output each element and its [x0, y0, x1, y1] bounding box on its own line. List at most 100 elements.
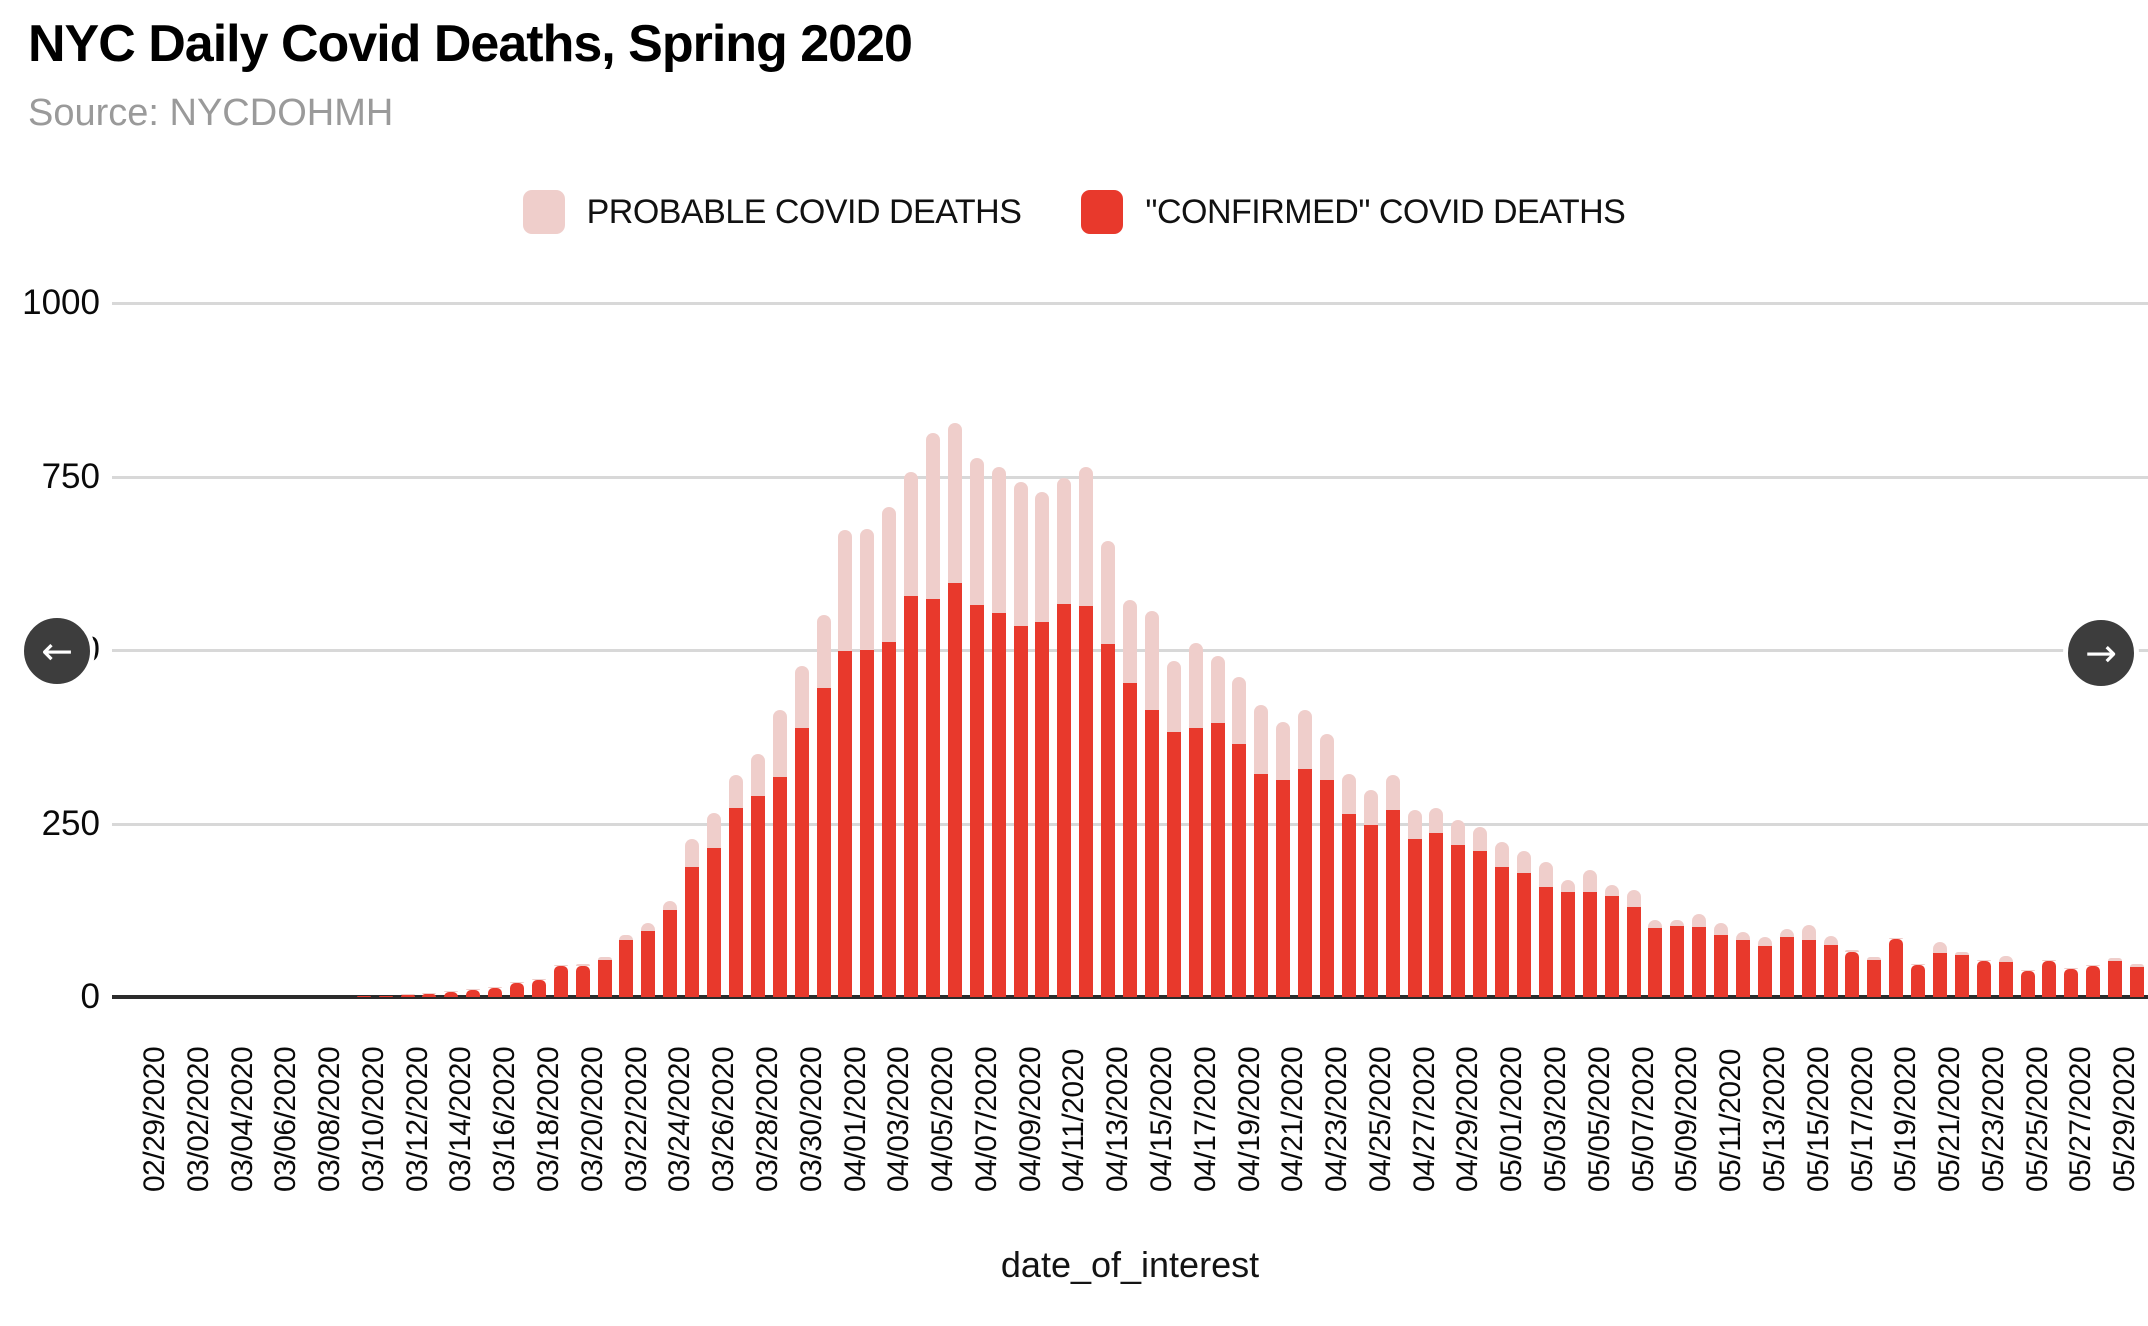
- x-tick-label-03/28/2020: 03/28/2020: [751, 1046, 784, 1192]
- bar-05/31/2020[interactable]: [2130, 964, 2144, 997]
- x-tick-label-03/26/2020: 03/26/2020: [707, 1046, 740, 1192]
- bar-04/12/2020[interactable]: [1057, 478, 1071, 997]
- bar-05/07/2020[interactable]: [1605, 885, 1619, 997]
- bar-03/18/2020[interactable]: [510, 982, 524, 997]
- bar-03/12/2020[interactable]: [379, 996, 393, 997]
- bar-05/18/2020[interactable]: [1845, 950, 1859, 997]
- probable-segment: [1605, 885, 1619, 896]
- x-tick-label-04/11/2020: 04/11/2020: [1057, 1049, 1090, 1192]
- bar-05/11/2020[interactable]: [1692, 914, 1706, 997]
- prev-chart-button[interactable]: ←: [19, 613, 95, 689]
- bar-05/26/2020[interactable]: [2021, 970, 2035, 997]
- bar-05/29/2020[interactable]: [2086, 965, 2100, 997]
- bar-05/19/2020[interactable]: [1867, 957, 1881, 997]
- bar-05/13/2020[interactable]: [1736, 932, 1750, 997]
- bar-05/14/2020[interactable]: [1758, 937, 1772, 997]
- bar-04/11/2020[interactable]: [1035, 492, 1049, 997]
- bar-03/28/2020[interactable]: [729, 775, 743, 997]
- bar-05/10/2020[interactable]: [1670, 920, 1684, 997]
- probable-segment: [838, 530, 852, 651]
- bar-03/24/2020[interactable]: [641, 923, 655, 997]
- next-chart-button[interactable]: →: [2063, 615, 2139, 691]
- bar-04/02/2020[interactable]: [838, 530, 852, 997]
- x-tick-label-04/23/2020: 04/23/2020: [1320, 1046, 1353, 1192]
- bar-04/01/2020[interactable]: [817, 615, 831, 997]
- chart-source: Source: NYCDOHMH: [28, 92, 394, 134]
- bar-05/28/2020[interactable]: [2064, 968, 2078, 997]
- bar-05/06/2020[interactable]: [1583, 870, 1597, 997]
- bar-04/28/2020[interactable]: [1408, 810, 1422, 997]
- confirmed-segment: [510, 983, 524, 997]
- bar-04/19/2020[interactable]: [1211, 656, 1225, 997]
- bar-03/20/2020[interactable]: [554, 965, 568, 997]
- bar-04/17/2020[interactable]: [1167, 661, 1181, 997]
- bar-04/23/2020[interactable]: [1298, 710, 1312, 997]
- bar-05/08/2020[interactable]: [1627, 890, 1641, 997]
- bar-04/10/2020[interactable]: [1014, 482, 1028, 997]
- bar-04/08/2020[interactable]: [970, 458, 984, 997]
- legend-item-confirmed[interactable]: "CONFIRMED" COVID DEATHS: [1081, 190, 1626, 234]
- bar-05/02/2020[interactable]: [1495, 842, 1509, 997]
- probable-segment: [1539, 862, 1553, 887]
- bar-05/05/2020[interactable]: [1561, 880, 1575, 997]
- bar-03/29/2020[interactable]: [751, 754, 765, 997]
- bar-03/30/2020[interactable]: [773, 710, 787, 997]
- bar-04/22/2020[interactable]: [1276, 722, 1290, 997]
- bar-03/19/2020[interactable]: [532, 979, 546, 997]
- bar-05/04/2020[interactable]: [1539, 862, 1553, 997]
- bar-04/09/2020[interactable]: [992, 467, 1006, 997]
- bar-03/26/2020[interactable]: [685, 839, 699, 997]
- bar-04/15/2020[interactable]: [1123, 600, 1137, 997]
- bar-05/22/2020[interactable]: [1933, 942, 1947, 997]
- bar-04/20/2020[interactable]: [1232, 677, 1246, 997]
- probable-segment: [1780, 929, 1794, 937]
- bar-03/14/2020[interactable]: [422, 993, 436, 997]
- bar-05/20/2020[interactable]: [1889, 938, 1903, 997]
- bar-04/26/2020[interactable]: [1364, 790, 1378, 997]
- probable-segment: [466, 989, 480, 990]
- bar-04/30/2020[interactable]: [1451, 820, 1465, 997]
- bar-05/23/2020[interactable]: [1955, 952, 1969, 997]
- bar-05/01/2020[interactable]: [1473, 827, 1487, 997]
- bar-05/27/2020[interactable]: [2042, 960, 2056, 997]
- bar-04/05/2020[interactable]: [904, 472, 918, 997]
- bar-05/16/2020[interactable]: [1802, 925, 1816, 997]
- gridline-750: [112, 476, 2148, 479]
- bar-04/29/2020[interactable]: [1429, 808, 1443, 997]
- bar-05/30/2020[interactable]: [2108, 958, 2122, 997]
- bar-03/23/2020[interactable]: [619, 935, 633, 997]
- bar-03/22/2020[interactable]: [598, 957, 612, 997]
- bar-05/17/2020[interactable]: [1824, 936, 1838, 997]
- bar-03/11/2020[interactable]: [357, 996, 371, 997]
- confirmed-segment: [860, 650, 874, 997]
- bar-04/13/2020[interactable]: [1079, 467, 1093, 997]
- bar-04/18/2020[interactable]: [1189, 643, 1203, 997]
- bar-04/25/2020[interactable]: [1342, 774, 1356, 997]
- bar-04/16/2020[interactable]: [1145, 611, 1159, 997]
- bar-04/27/2020[interactable]: [1386, 775, 1400, 997]
- bar-05/03/2020[interactable]: [1517, 851, 1531, 997]
- bar-04/21/2020[interactable]: [1254, 705, 1268, 997]
- bar-04/07/2020[interactable]: [948, 423, 962, 997]
- bar-05/25/2020[interactable]: [1999, 956, 2013, 997]
- confirmed-segment: [751, 796, 765, 997]
- bar-05/24/2020[interactable]: [1977, 960, 1991, 997]
- bar-04/24/2020[interactable]: [1320, 734, 1334, 997]
- bar-03/31/2020[interactable]: [795, 666, 809, 997]
- bar-04/04/2020[interactable]: [882, 507, 896, 997]
- bar-05/12/2020[interactable]: [1714, 923, 1728, 997]
- legend-item-probable[interactable]: PROBABLE COVID DEATHS: [522, 190, 1022, 234]
- bar-05/15/2020[interactable]: [1780, 929, 1794, 997]
- bar-03/27/2020[interactable]: [707, 813, 721, 997]
- bar-03/16/2020[interactable]: [466, 989, 480, 997]
- bar-04/03/2020[interactable]: [860, 529, 874, 997]
- bar-03/25/2020[interactable]: [663, 901, 677, 997]
- bar-03/15/2020[interactable]: [444, 991, 458, 997]
- bar-05/09/2020[interactable]: [1648, 920, 1662, 997]
- bar-05/21/2020[interactable]: [1911, 964, 1925, 997]
- bar-03/21/2020[interactable]: [576, 964, 590, 997]
- bar-03/17/2020[interactable]: [488, 987, 502, 997]
- bar-03/13/2020[interactable]: [401, 994, 415, 997]
- bar-04/06/2020[interactable]: [926, 433, 940, 997]
- bar-04/14/2020[interactable]: [1101, 541, 1115, 997]
